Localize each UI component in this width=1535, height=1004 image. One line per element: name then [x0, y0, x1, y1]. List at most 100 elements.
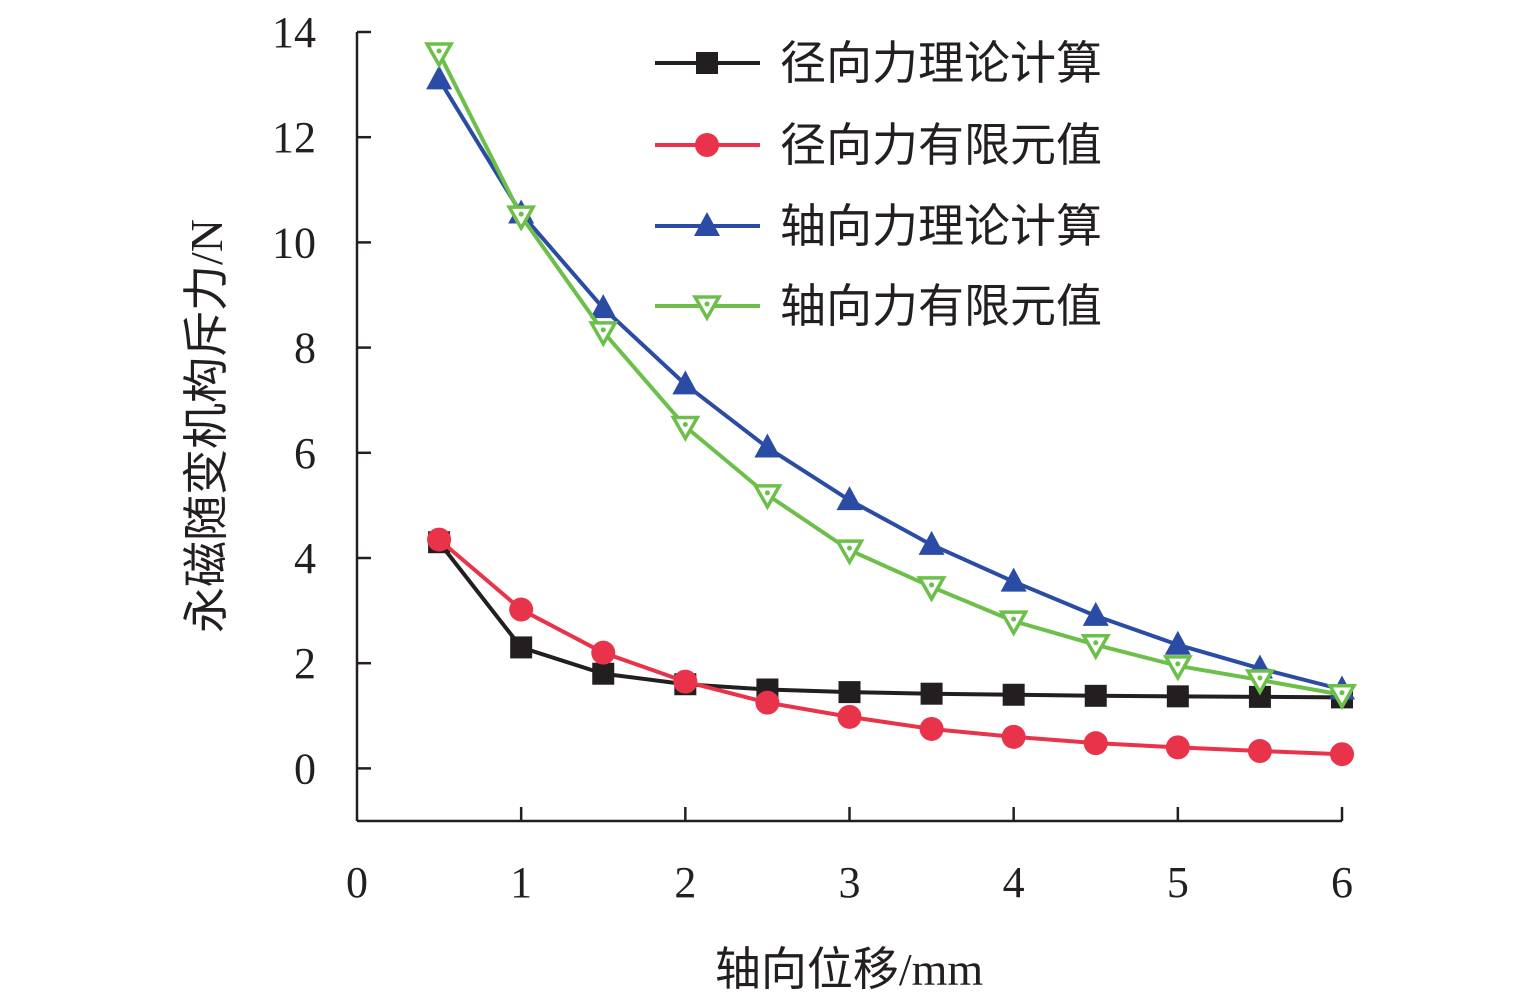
legend-item: 轴向力理论计算 — [655, 201, 1102, 252]
marker-center-dot — [682, 422, 688, 427]
marker-center-dot — [518, 211, 524, 217]
marker-center-dot — [436, 48, 442, 54]
data-point — [510, 636, 533, 659]
marker-outline — [1080, 634, 1111, 661]
data-point — [998, 610, 1029, 637]
legend-item: 径向力有限元值 — [655, 120, 1102, 171]
series-line — [437, 52, 1343, 697]
data-point — [837, 704, 862, 729]
data-point — [834, 539, 865, 566]
marker-center-dot — [1257, 675, 1263, 681]
data-point — [426, 65, 453, 90]
marker-center-dot — [1093, 640, 1099, 646]
legend-swatch-marker — [695, 133, 719, 157]
data-point — [1080, 634, 1111, 661]
data-point — [1000, 567, 1027, 592]
legend-swatch-marker — [696, 52, 718, 74]
marker-center-dot — [1011, 616, 1017, 622]
marker-outline — [998, 610, 1029, 637]
y-tick-label: 10 — [272, 218, 316, 267]
series-line — [437, 538, 1343, 757]
data-point — [1165, 735, 1190, 760]
data-point — [1166, 685, 1189, 708]
marker-center-dot — [764, 490, 770, 496]
y-tick-label: 6 — [294, 429, 316, 478]
data-point — [836, 486, 863, 511]
marker-outline — [1162, 655, 1193, 682]
marker-center-dot — [704, 301, 710, 307]
marker-center-dot — [1175, 661, 1181, 667]
marker-center-dot — [1339, 690, 1345, 696]
data-point — [427, 527, 452, 552]
marker-center-dot — [929, 582, 935, 588]
marker-outline — [670, 415, 701, 443]
marker-center-dot — [847, 545, 852, 551]
x-tick-label: 4 — [1003, 858, 1025, 907]
series-1 — [428, 531, 1353, 709]
marker-outline — [424, 42, 455, 69]
data-point — [670, 415, 701, 443]
data-point — [1083, 731, 1108, 756]
x-tick-label: 6 — [1331, 858, 1353, 907]
data-point — [672, 370, 699, 395]
series-2 — [427, 527, 1354, 767]
y-tick-label: 14 — [272, 8, 316, 57]
marker-outline — [691, 295, 723, 322]
x-tick-label: 0 — [346, 858, 368, 907]
x-tick-label: 3 — [839, 858, 861, 907]
data-point — [1244, 669, 1275, 696]
data-point — [673, 669, 698, 694]
series-3 — [426, 65, 1355, 700]
data-point — [591, 640, 616, 665]
data-point — [588, 321, 619, 348]
legend-label: 径向力有限元值 — [780, 120, 1102, 171]
x-axis-title: 轴向位移/mm — [715, 944, 984, 995]
data-point — [1330, 742, 1354, 767]
data-point — [1001, 724, 1026, 749]
legend-swatch-marker — [691, 295, 723, 322]
legend-label: 径向力理论计算 — [780, 38, 1102, 89]
data-point — [838, 681, 861, 704]
legend-swatch-marker — [694, 212, 720, 236]
legend-label: 轴向力有限元值 — [780, 281, 1102, 332]
legend-item: 轴向力有限元值 — [655, 281, 1102, 332]
data-point — [509, 597, 534, 622]
marker-center-dot — [600, 327, 606, 333]
data-point — [1247, 739, 1272, 764]
marker-outline — [1244, 669, 1275, 696]
data-point — [506, 205, 537, 232]
data-point — [1002, 683, 1025, 706]
y-tick-label: 8 — [294, 324, 316, 373]
data-point — [918, 530, 945, 555]
marker-outline — [588, 321, 619, 348]
data-point — [1162, 655, 1193, 682]
marker-outline — [1326, 684, 1358, 711]
y-tick-label: 12 — [272, 113, 316, 162]
data-point — [590, 294, 617, 319]
series-line — [437, 540, 1343, 700]
x-tick-label: 5 — [1167, 858, 1189, 907]
marker-outline — [752, 484, 783, 511]
series-line — [437, 78, 1343, 692]
series-4 — [424, 42, 1358, 711]
data-point — [916, 576, 947, 603]
y-tick-label: 2 — [294, 639, 316, 688]
data-point — [592, 662, 615, 685]
x-tick-label: 2 — [674, 858, 696, 907]
y-tick-label: 0 — [294, 744, 316, 793]
y-axis-title: 永磁随变机构斥力/N — [181, 219, 232, 633]
data-point — [1084, 684, 1107, 707]
data-point — [1248, 685, 1271, 708]
data-point — [1326, 684, 1358, 711]
legend-item: 径向力理论计算 — [655, 38, 1102, 89]
marker-outline — [916, 576, 947, 603]
marker-outline — [506, 205, 537, 232]
legend-label: 轴向力理论计算 — [780, 201, 1102, 252]
y-tick-label: 4 — [294, 534, 316, 583]
data-point — [424, 42, 455, 69]
data-point — [754, 433, 781, 458]
